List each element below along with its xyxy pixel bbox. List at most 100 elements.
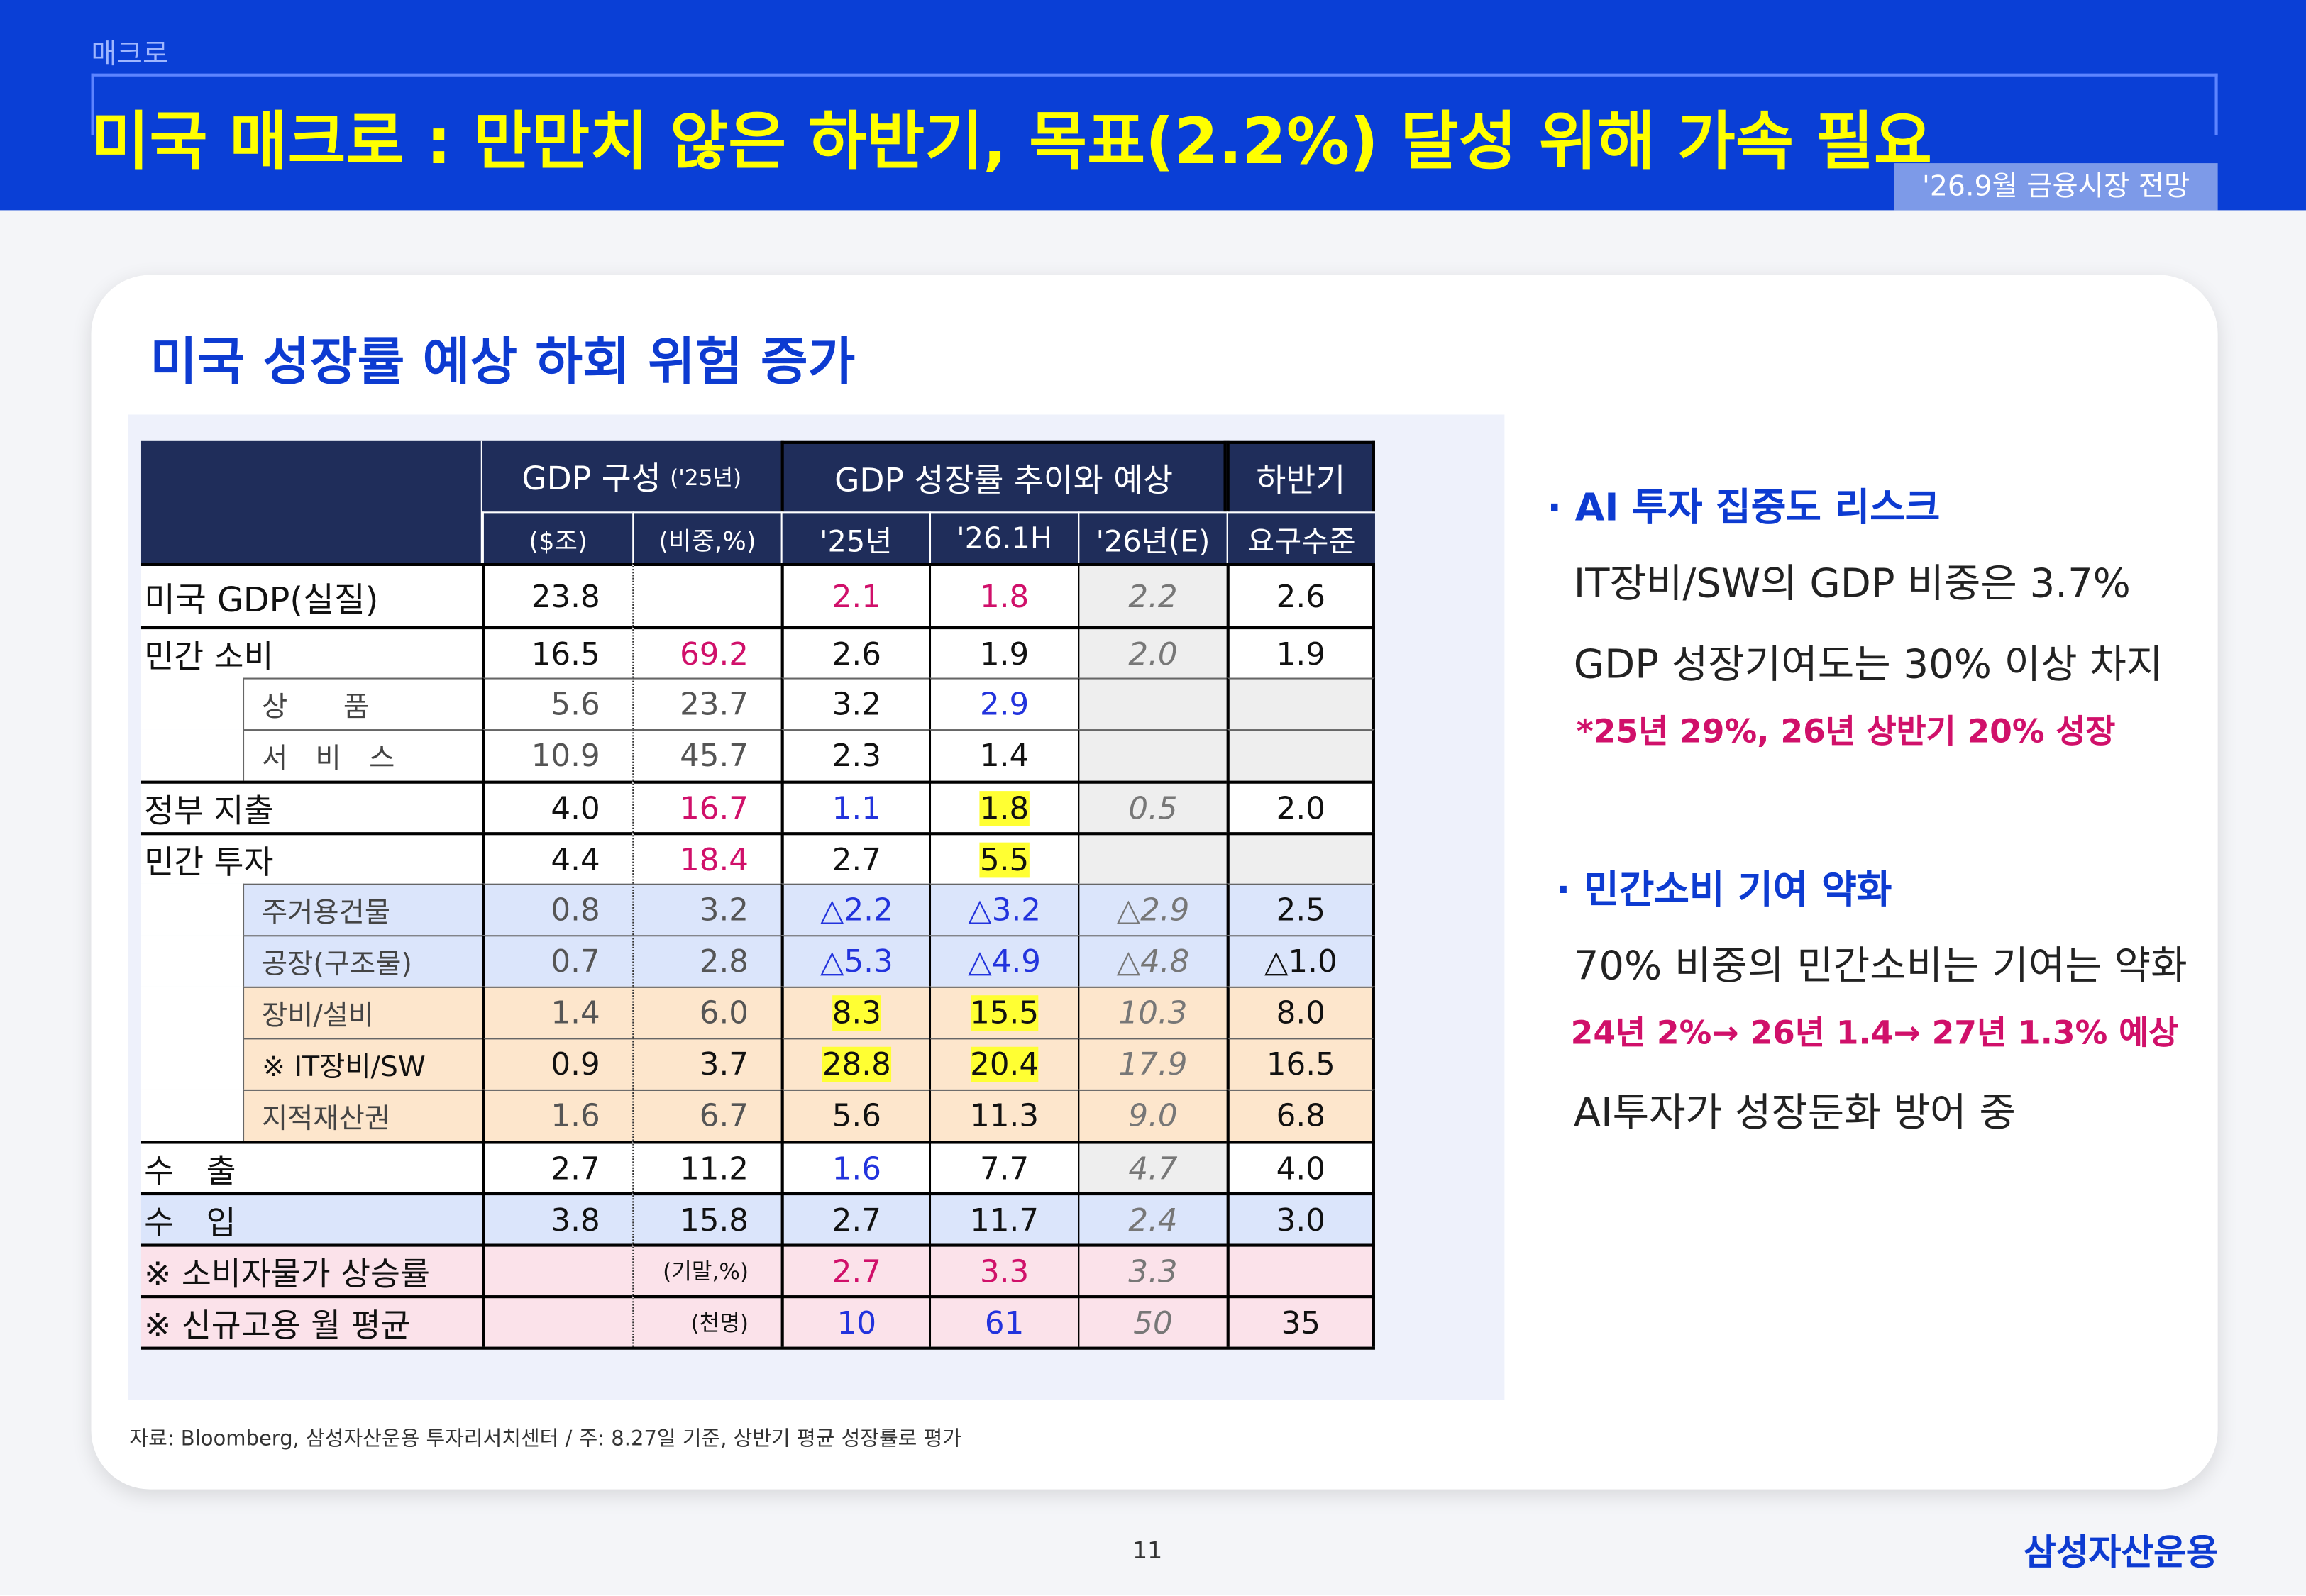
- table-cell: 4.7: [1078, 1141, 1227, 1192]
- cell-text: 0.9: [551, 1046, 600, 1082]
- table-cell: 1.9: [1226, 626, 1375, 678]
- cell-text: 15.8: [680, 1202, 749, 1238]
- cell-text: 2.0: [1128, 636, 1178, 672]
- cell-text: 4.0: [1276, 1150, 1325, 1186]
- table-cell: [1078, 677, 1227, 730]
- cell-text: △2.2: [820, 892, 893, 928]
- column-header: '25년: [780, 511, 929, 563]
- cell-text: 1.8: [980, 578, 1030, 614]
- table-cell: △2.9: [1078, 883, 1227, 936]
- cell-text: 2.8: [699, 943, 749, 980]
- cell-text: 9.0: [1128, 1098, 1178, 1134]
- cell-text: 16.5: [531, 636, 600, 672]
- row-label: 민간 투자: [140, 832, 482, 884]
- row-label: ※ 소비자물가 상승률: [140, 1243, 482, 1296]
- cell-text: 3.3: [1128, 1253, 1178, 1289]
- cell-text: 50: [1133, 1304, 1173, 1341]
- cell-text: 15.5: [970, 995, 1039, 1031]
- table-cell: 3.2: [632, 883, 781, 936]
- row-label: ※ IT장비/SW: [242, 1038, 482, 1090]
- table-cell: 23.8: [482, 563, 633, 626]
- cell-text: 5.6: [551, 686, 600, 722]
- cell-text: 2.9: [980, 686, 1030, 722]
- cell-text: 2.0: [1276, 790, 1325, 826]
- table-cell: 6.7: [632, 1089, 781, 1141]
- bullet-note: 24년 2%→ 26년 1.4→ 27년 1.3% 예상: [1570, 1016, 2179, 1053]
- table-cell: 11.7: [929, 1192, 1078, 1244]
- cell-text: 45.7: [680, 738, 749, 774]
- cell-text: 1.4: [980, 738, 1030, 774]
- table-cell: 0.5: [1078, 780, 1227, 833]
- cell-text: 4.4: [551, 841, 600, 877]
- bullet-line: 70% 비중의 민간소비는 기여는 약화: [1573, 943, 2188, 990]
- cell-text: 35: [1281, 1304, 1320, 1341]
- cell-text: 2.7: [832, 1253, 881, 1289]
- cell-text: 2.5: [1276, 892, 1325, 928]
- table-cell: 3.7: [632, 1038, 781, 1090]
- cell-text: 61: [984, 1304, 1025, 1341]
- row-label: 공장(구조물): [242, 935, 482, 987]
- cell-text: 7.7: [980, 1150, 1030, 1186]
- column-header: (비중,%): [632, 511, 781, 563]
- table-cell: 35: [1226, 1295, 1375, 1347]
- table-cell: 6.8: [1226, 1089, 1375, 1141]
- row-indent: [140, 1038, 243, 1090]
- cell-text: 11.3: [970, 1098, 1039, 1134]
- table-cell: 45.7: [632, 729, 781, 781]
- cell-text: 3.2: [699, 892, 749, 928]
- column-header: 요구수준: [1226, 511, 1375, 563]
- table-cell: 2.4: [1078, 1192, 1227, 1244]
- row-label: 정부 지출: [140, 780, 482, 833]
- cell-text: 23.8: [531, 578, 600, 614]
- table-cell: 2.9: [929, 677, 1078, 730]
- table-cell: △4.9: [929, 935, 1078, 987]
- table-cell: 3.3: [1078, 1243, 1227, 1296]
- row-indent: [140, 677, 243, 730]
- table-cell: 2.7: [482, 1141, 633, 1192]
- cell-text: 20.4: [970, 1046, 1039, 1082]
- table-cell: [1226, 729, 1375, 781]
- slide-title: 미국 매크로 : 만만치 않은 하반기, 목표(2.2%) 달성 위해 가속 필…: [91, 106, 1932, 179]
- cell-text: 16.5: [1266, 1046, 1335, 1082]
- table-cell: 5.6: [482, 677, 633, 730]
- table-cell: 1.6: [780, 1141, 929, 1192]
- cell-text: 6.0: [699, 995, 749, 1031]
- cell-text: 1.1: [832, 790, 881, 826]
- table-cell: 18.4: [632, 832, 781, 884]
- table-cell: 3.0: [1226, 1192, 1375, 1244]
- cell-text: 11.7: [970, 1202, 1039, 1238]
- table-cell: 11.3: [929, 1089, 1078, 1141]
- row-label: 민간 소비: [140, 626, 482, 678]
- table-cell: 2.7: [780, 1192, 929, 1244]
- bullet-line: AI투자가 성장둔화 방어 중: [1573, 1090, 2016, 1137]
- cell-text: 2.4: [1128, 1202, 1178, 1238]
- bullet-title: · 민간소비 기여 약화: [1555, 868, 1892, 914]
- cell-text: 3.0: [1276, 1202, 1325, 1238]
- cell-text: 1.8: [980, 790, 1030, 826]
- cell-text: 2.1: [832, 578, 881, 614]
- cell-text: 2.7: [832, 1202, 881, 1238]
- table-cell: 4.0: [482, 780, 633, 833]
- cell-text: 6.8: [1276, 1098, 1325, 1134]
- table-cell: 16.5: [1226, 1038, 1375, 1090]
- section-label: 매크로: [91, 38, 169, 71]
- table-cell: 16.7: [632, 780, 781, 833]
- table-cell: 11.2: [632, 1141, 781, 1192]
- row-label: 수 입: [140, 1192, 482, 1244]
- cell-text: 23.7: [680, 686, 749, 722]
- cell-text: 1.6: [832, 1150, 881, 1186]
- table-cell: 15.8: [632, 1192, 781, 1244]
- table-cell: 16.5: [482, 626, 633, 678]
- table-cell: △4.8: [1078, 935, 1227, 987]
- table-cell: 2.1: [780, 563, 929, 626]
- brand: 삼성자산운용: [2024, 1531, 2219, 1573]
- table-cell: 6.0: [632, 986, 781, 1038]
- table-cell: [1226, 832, 1375, 884]
- table-cell: 9.0: [1078, 1089, 1227, 1141]
- page-number: 11: [1132, 1536, 1163, 1565]
- cell-text: 5.5: [980, 841, 1030, 877]
- cell-text: 0.5: [1128, 790, 1178, 826]
- cell-text: 1.4: [551, 995, 600, 1031]
- table-cell: 5.6: [780, 1089, 929, 1141]
